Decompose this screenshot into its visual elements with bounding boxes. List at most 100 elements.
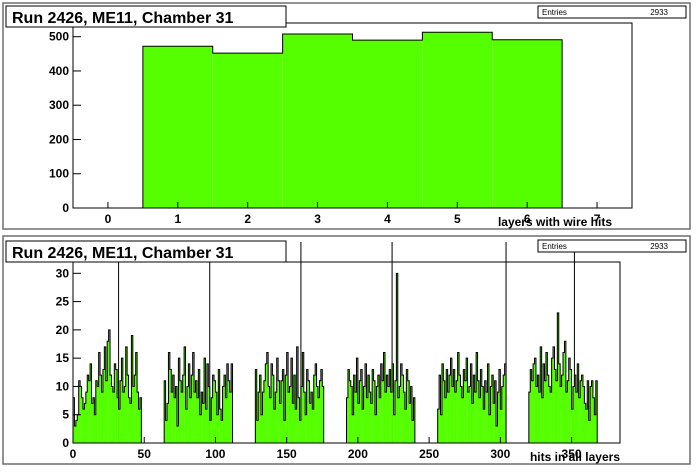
title-box (5, 240, 287, 263)
bin-bar (547, 375, 549, 443)
bin-bar (449, 375, 451, 443)
bin-bar (195, 380, 198, 443)
bin-bar (466, 358, 468, 443)
bin-bar (461, 397, 464, 443)
x-tick-label: 100 (205, 447, 225, 461)
bin-bar (175, 386, 178, 443)
bin-bar (447, 392, 450, 443)
bin-bar (211, 397, 213, 443)
bin-bar (138, 409, 141, 443)
bin-bar (497, 392, 500, 443)
bin-bar (541, 397, 544, 443)
bin-bar (575, 392, 578, 443)
bin-bar (194, 392, 196, 443)
bin-bar (538, 392, 541, 443)
bin-bar (98, 352, 101, 443)
bin-bar (390, 392, 393, 443)
y-tick-label: 30 (56, 266, 70, 280)
bin-bar (164, 380, 166, 443)
bin-bar (78, 380, 81, 443)
bin-bar (312, 409, 314, 443)
bin-bar (265, 363, 267, 443)
bin-bar (367, 375, 370, 443)
bin-bar (366, 397, 369, 443)
bar-layer-5 (422, 32, 493, 208)
bin-bar (120, 380, 122, 443)
bin-bar (313, 375, 316, 443)
stats-box: Entries 2933 (537, 5, 687, 19)
bin-bar (101, 392, 104, 443)
bar-series (72, 272, 598, 443)
bin-bar (560, 386, 562, 443)
bin-bar (218, 369, 220, 443)
bin-bar (394, 380, 397, 443)
bin-bar (498, 369, 501, 443)
bin-bar (399, 386, 401, 443)
bin-bar (215, 392, 218, 443)
bin-bar (363, 386, 366, 443)
bin-bar (85, 392, 88, 443)
bin-bar (266, 352, 269, 443)
bin-bar (531, 380, 534, 443)
bin-bar (114, 363, 116, 443)
bin-bar (279, 403, 282, 443)
bin-bar (412, 420, 414, 443)
bin-bar (117, 397, 119, 443)
bin-bar (557, 312, 559, 443)
bin-bar (306, 369, 309, 443)
bin-bar (476, 352, 478, 443)
bin-bar (225, 397, 228, 443)
chart-title: Run 2426, ME11, Chamber 31 (12, 10, 234, 27)
bin-bar (259, 375, 262, 443)
bin-bar (261, 414, 263, 443)
bin-bar (392, 363, 394, 443)
bin-bar (272, 375, 275, 443)
bin-bar (92, 397, 95, 443)
bin-bar (382, 380, 384, 443)
bin-bar (100, 375, 102, 443)
bin-bar (464, 380, 467, 443)
bin-bar (410, 386, 413, 443)
bin-bar (192, 352, 195, 443)
bin-bar (374, 414, 377, 443)
bin-bar (407, 380, 410, 443)
bin-bar (406, 369, 408, 443)
y-tick-label: 15 (56, 351, 70, 365)
bin-bar (471, 403, 474, 443)
bin-bar (302, 352, 304, 443)
bin-bar (204, 358, 206, 443)
bin-bar (450, 358, 453, 443)
bin-bar (545, 352, 548, 443)
bin-bar (121, 358, 124, 443)
bin-bar (118, 409, 121, 443)
bin-bar (112, 392, 115, 443)
bin-bar (491, 375, 494, 443)
bin-bar (165, 420, 168, 443)
bin-bar (535, 386, 538, 443)
bin-bar (206, 363, 209, 443)
bin-bar (350, 386, 353, 443)
bin-bar (289, 386, 292, 443)
title-box (5, 5, 287, 28)
bin-bar (551, 358, 554, 443)
bin-bar (584, 403, 587, 443)
bin-bar (459, 375, 461, 443)
bin-bar (543, 363, 545, 443)
bin-bar (308, 380, 310, 443)
x-tick-label: 6 (524, 212, 531, 226)
bin-bar (198, 369, 200, 443)
bin-bar (537, 375, 540, 443)
bin-bar (540, 346, 542, 443)
bar-series (142, 31, 563, 209)
bin-bar (550, 392, 552, 443)
bin-bar (263, 380, 266, 443)
bin-bar (84, 403, 87, 443)
x-axis-label: hits in all layers (530, 450, 620, 464)
bar-layer-3 (282, 33, 353, 208)
bin-bar (484, 380, 487, 443)
bin-bar (269, 397, 272, 443)
bin-bar (446, 369, 448, 443)
bin-bar (169, 369, 172, 443)
bin-bar (212, 375, 215, 443)
y-tick-label: 5 (62, 408, 69, 422)
